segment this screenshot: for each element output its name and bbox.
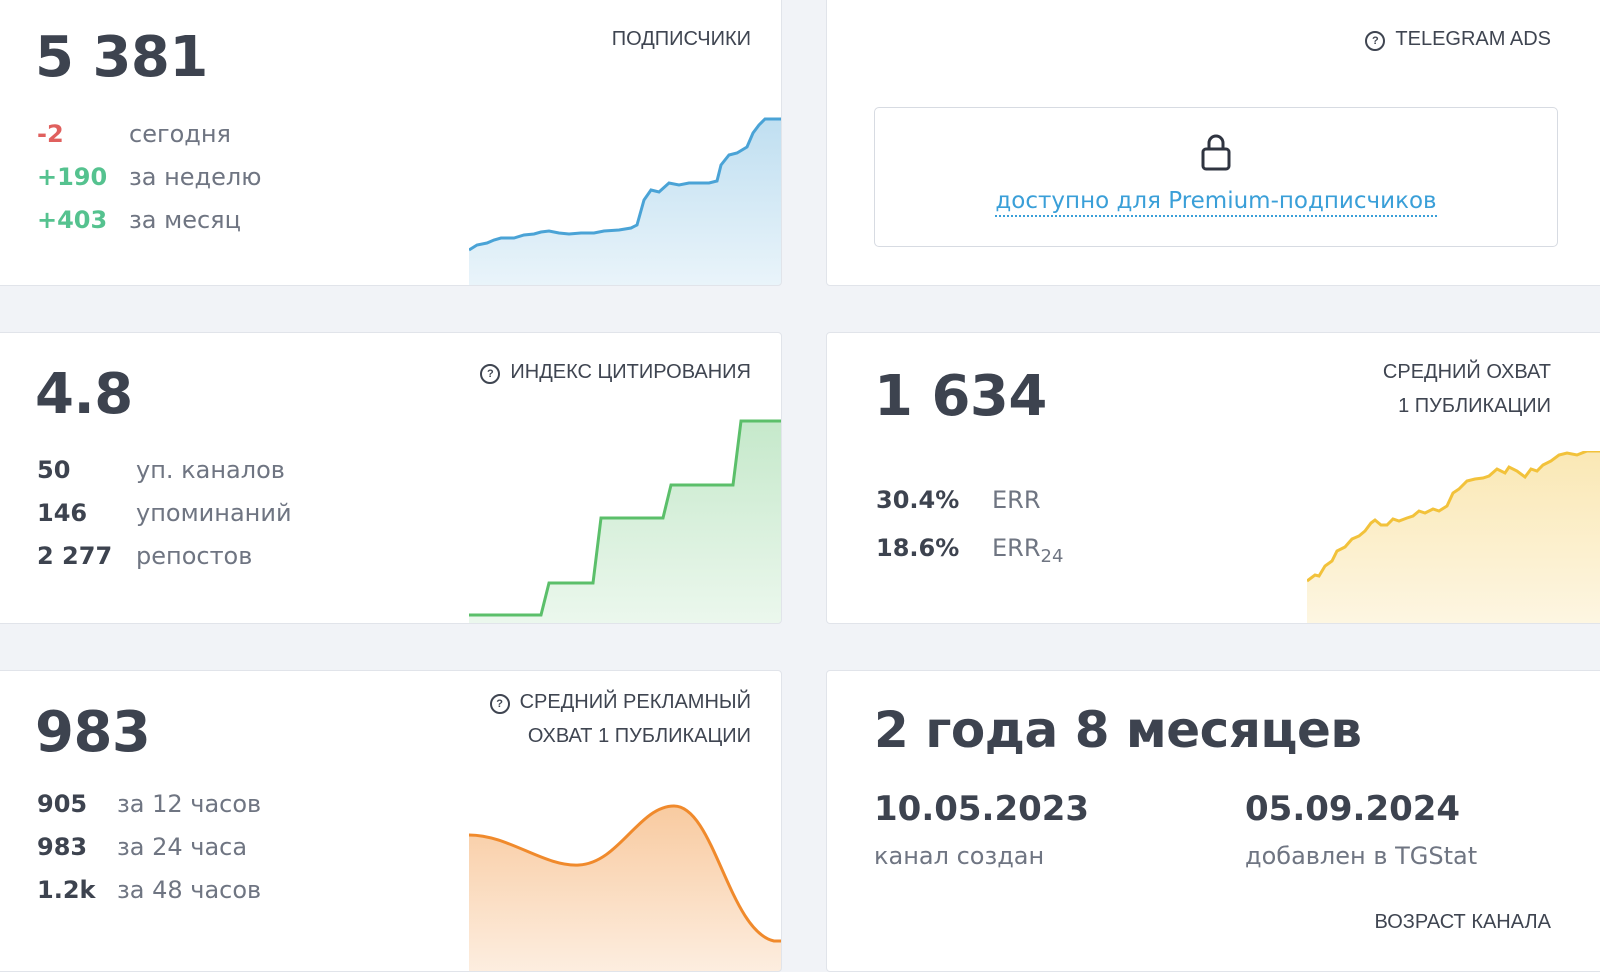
- average-reach-card[interactable]: 1 634 СРЕДНИЙ ОХВАТ 1 ПУБЛИКАЦИИ 30.4% E…: [826, 332, 1600, 624]
- added-date: 05.09.2024: [1245, 789, 1461, 829]
- average-reach-title-line1: СРЕДНИЙ ОХВАТ: [1382, 361, 1551, 383]
- subscribers-month-value: +403: [37, 206, 108, 234]
- citation-sparkline-area: [469, 421, 781, 623]
- question-circle-icon[interactable]: ?: [489, 694, 510, 714]
- created-date: 10.05.2023: [874, 789, 1090, 829]
- err24-value: 18.6%: [876, 534, 960, 562]
- ad-reach-sparkline: [469, 804, 781, 971]
- citation-title: ? ИНДЕКС ЦИТИРОВАНИЯ: [480, 355, 751, 389]
- err24-subscript: 24: [1040, 545, 1064, 567]
- ad-reach-12h-value: 905: [37, 790, 88, 818]
- ad-reach-title: ? СРЕДНИЙ РЕКЛАМНЫЙ ОХВАТ 1 ПУБЛИКАЦИИ: [489, 685, 751, 753]
- telegram-ads-title-text: TELEGRAM ADS: [1395, 28, 1551, 50]
- citation-card[interactable]: 4.8 ? ИНДЕКС ЦИТИРОВАНИЯ 50 уп. каналов 1…: [0, 332, 782, 624]
- subscribers-count: 5 381: [35, 25, 208, 90]
- citation-sparkline: [469, 419, 781, 623]
- premium-lock-box[interactable]: доступно для Premium-подписчиков: [874, 107, 1558, 247]
- citation-channels-value: 50: [37, 456, 71, 484]
- subscribers-stats: -2 сегодня +190 за неделю +403 за месяц: [37, 119, 337, 249]
- average-reach-title-line2: 1 ПУБЛИКАЦИИ: [1398, 395, 1551, 417]
- lock-icon: [1201, 134, 1231, 171]
- err24-label: ERR24: [992, 534, 1064, 567]
- citation-sparkline-line: [469, 419, 781, 617]
- ad-reach-48h-label: за 48 часов: [117, 876, 262, 904]
- telegram-ads-card: ? TELEGRAM ADS доступно для Premium-подпи…: [826, 0, 1600, 286]
- ad-reach-value: 983: [35, 700, 151, 765]
- channel-age-title: ВОЗРАСТ КАНАЛА: [1374, 911, 1551, 933]
- created-label: канал создан: [874, 842, 1045, 870]
- err-stats: 30.4% ERR 18.6% ERR24: [876, 485, 1196, 575]
- citation-stats: 50 уп. каналов 146 упоминаний 2 277 репо…: [37, 455, 357, 585]
- subscribers-card[interactable]: 5 381 ПОДПИСЧИКИ -2 сегодня +190 за неде…: [0, 0, 782, 286]
- average-reach-sparkline-line: [1307, 451, 1600, 583]
- subscribers-week-value: +190: [37, 163, 108, 191]
- subscribers-today-label: сегодня: [129, 120, 231, 148]
- subscribers-week-label: за неделю: [129, 163, 262, 191]
- citation-mentions-value: 146: [37, 499, 88, 527]
- citation-reposts-value: 2 277: [37, 542, 113, 570]
- ad-reach-title-line1: СРЕДНИЙ РЕКЛАМНЫЙ: [519, 691, 751, 713]
- ad-reach-card[interactable]: 983 ? СРЕДНИЙ РЕКЛАМНЫЙ ОХВАТ 1 ПУБЛИКАЦИ…: [0, 670, 782, 972]
- subscribers-today-value: -2: [37, 120, 64, 148]
- ad-reach-sparkline-area: [469, 806, 781, 971]
- added-label: добавлен в TGStat: [1245, 842, 1478, 870]
- telegram-ads-title: ? TELEGRAM ADS: [1365, 22, 1551, 56]
- channel-age-card: 2 года 8 месяцев 10.05.2023 канал создан…: [826, 670, 1600, 972]
- err-label: ERR: [992, 486, 1041, 514]
- citation-mentions-label: упоминаний: [136, 499, 292, 527]
- citation-index-value: 4.8: [35, 362, 133, 427]
- average-reach-sparkline-area: [1307, 451, 1600, 623]
- average-reach-title: СРЕДНИЙ ОХВАТ 1 ПУБЛИКАЦИИ: [1383, 355, 1551, 423]
- ad-reach-48h-value: 1.2k: [37, 876, 96, 904]
- ad-reach-title-line2: ОХВАТ 1 ПУБЛИКАЦИИ: [527, 725, 751, 747]
- average-reach-value: 1 634: [874, 364, 1047, 429]
- subscribers-sparkline-area: [469, 119, 781, 285]
- ad-reach-12h-label: за 12 часов: [117, 790, 262, 818]
- citation-title-text: ИНДЕКС ЦИТИРОВАНИЯ: [510, 361, 751, 383]
- err-value: 30.4%: [876, 486, 960, 514]
- channel-age-value: 2 года 8 месяцев: [874, 701, 1362, 759]
- question-circle-icon[interactable]: ?: [1365, 31, 1386, 51]
- citation-reposts-label: репостов: [136, 542, 253, 570]
- ad-reach-sparkline-line: [469, 804, 781, 943]
- subscribers-month-label: за месяц: [129, 206, 241, 234]
- subscribers-sparkline: [469, 117, 781, 285]
- ad-reach-24h-value: 983: [37, 833, 88, 861]
- premium-link[interactable]: доступно для Premium-подписчиков: [995, 188, 1437, 217]
- subscribers-sparkline-line: [469, 117, 781, 252]
- subscribers-title: ПОДПИСЧИКИ: [611, 28, 751, 50]
- ad-reach-24h-label: за 24 часа: [117, 833, 248, 861]
- ad-reach-stats: 905 за 12 часов 983 за 24 часа 1.2k за 4…: [37, 789, 357, 919]
- citation-channels-label: уп. каналов: [136, 456, 285, 484]
- average-reach-sparkline: [1307, 451, 1600, 623]
- question-circle-icon[interactable]: ?: [480, 364, 501, 384]
